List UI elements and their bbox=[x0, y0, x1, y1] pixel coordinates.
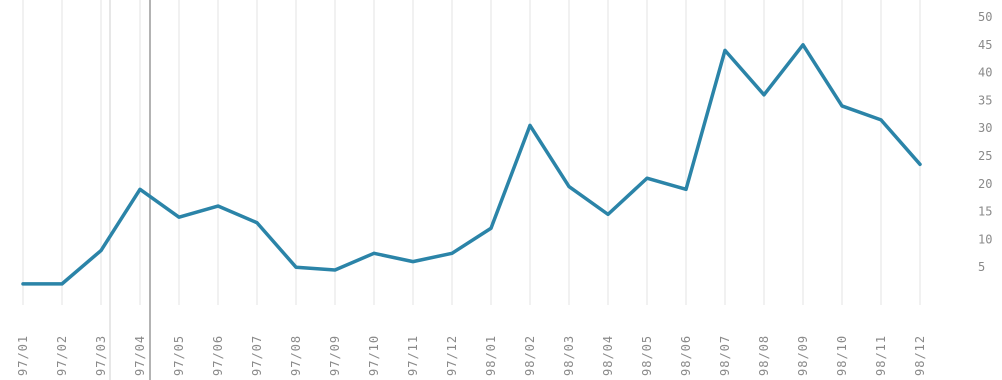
data-point bbox=[490, 227, 493, 230]
data-point bbox=[685, 188, 688, 191]
x-tick-label: 97/08 bbox=[289, 335, 303, 376]
data-point bbox=[646, 177, 649, 180]
data-point bbox=[139, 188, 142, 191]
x-tick-label: 98/07 bbox=[718, 335, 732, 376]
x-tick-label: 98/11 bbox=[874, 335, 888, 376]
data-point bbox=[763, 93, 766, 96]
data-point bbox=[178, 216, 181, 219]
y-tick-label: 10 bbox=[978, 232, 992, 246]
x-tick-label: 98/06 bbox=[679, 335, 693, 376]
x-axis: 97/01 97/02 97/03 97/04 97/05 97/06 97/07 97/08… bbox=[16, 335, 927, 376]
x-tick-label: 98/09 bbox=[796, 335, 810, 376]
x-tick-label: 97/12 bbox=[445, 335, 459, 376]
x-tick-label: 98/04 bbox=[601, 335, 615, 376]
data-point bbox=[841, 104, 844, 107]
y-tick-label: 25 bbox=[978, 149, 992, 163]
x-tick-label: 98/10 bbox=[835, 335, 849, 376]
x-tick-label: 97/06 bbox=[211, 335, 225, 376]
y-tick-label: 45 bbox=[978, 38, 992, 52]
data-point bbox=[412, 260, 415, 263]
data-point bbox=[217, 205, 220, 208]
data-point bbox=[802, 43, 805, 46]
y-tick-label: 35 bbox=[978, 93, 992, 107]
grid-lines bbox=[23, 0, 920, 380]
y-tick-label: 40 bbox=[978, 66, 992, 80]
series-line bbox=[23, 45, 920, 284]
data-point bbox=[334, 268, 337, 271]
data-point bbox=[373, 252, 376, 255]
y-tick-label: 5 bbox=[978, 260, 985, 274]
data-point bbox=[568, 185, 571, 188]
x-tick-label: 98/03 bbox=[562, 335, 576, 376]
x-tick-label: 98/02 bbox=[523, 335, 537, 376]
y-axis: 5 10 15 20 25 30 35 40 45 50 bbox=[978, 10, 992, 274]
data-point bbox=[295, 266, 298, 269]
x-tick-label: 98/12 bbox=[913, 335, 927, 376]
y-tick-label: 30 bbox=[978, 121, 992, 135]
data-point bbox=[919, 163, 922, 166]
x-tick-label: 97/11 bbox=[406, 335, 420, 376]
y-tick-label: 50 bbox=[978, 10, 992, 24]
data-point bbox=[22, 282, 25, 285]
x-tick-label: 97/01 bbox=[16, 335, 30, 376]
x-tick-label: 98/08 bbox=[757, 335, 771, 376]
data-point bbox=[607, 213, 610, 216]
x-tick-label: 98/01 bbox=[484, 335, 498, 376]
y-tick-label: 15 bbox=[978, 205, 992, 219]
x-tick-label: 97/10 bbox=[367, 335, 381, 376]
x-tick-label: 97/02 bbox=[55, 335, 69, 376]
y-tick-label: 20 bbox=[978, 177, 992, 191]
data-point bbox=[529, 124, 532, 127]
data-point bbox=[880, 118, 883, 121]
data-point bbox=[256, 221, 259, 224]
x-tick-label: 97/09 bbox=[328, 335, 342, 376]
data-point bbox=[61, 282, 64, 285]
series-layer bbox=[22, 43, 922, 285]
data-point bbox=[100, 249, 103, 252]
x-tick-label: 97/07 bbox=[250, 335, 264, 376]
x-tick-label: 97/04 bbox=[133, 335, 147, 376]
x-tick-label: 97/03 bbox=[94, 335, 108, 376]
x-tick-label: 98/05 bbox=[640, 335, 654, 376]
x-tick-label: 97/05 bbox=[172, 335, 186, 376]
data-point bbox=[451, 252, 454, 255]
data-point bbox=[724, 49, 727, 52]
